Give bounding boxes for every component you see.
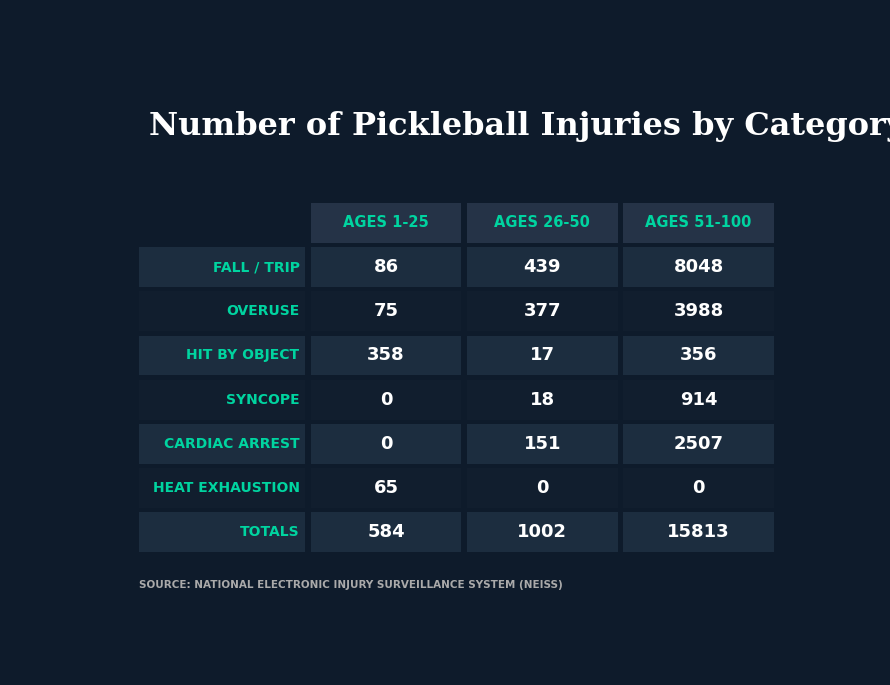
Text: 358: 358 (368, 347, 405, 364)
Text: FALL / TRIP: FALL / TRIP (213, 260, 300, 274)
FancyBboxPatch shape (311, 424, 461, 464)
Text: 377: 377 (523, 302, 561, 321)
Text: 0: 0 (692, 479, 705, 497)
Text: AGES 1-25: AGES 1-25 (344, 216, 429, 230)
Text: 151: 151 (523, 435, 561, 453)
Text: HIT BY OBJECT: HIT BY OBJECT (186, 349, 300, 362)
FancyBboxPatch shape (311, 247, 461, 287)
Text: SOURCE: NATIONAL ELECTRONIC INJURY SURVEILLANCE SYSTEM (NEISS): SOURCE: NATIONAL ELECTRONIC INJURY SURVE… (139, 580, 562, 590)
Text: 2507: 2507 (674, 435, 724, 453)
FancyBboxPatch shape (467, 291, 618, 332)
FancyBboxPatch shape (623, 203, 774, 243)
Text: 0: 0 (380, 435, 392, 453)
FancyBboxPatch shape (623, 247, 774, 287)
FancyBboxPatch shape (467, 336, 618, 375)
Text: SYNCOPE: SYNCOPE (226, 393, 300, 407)
FancyBboxPatch shape (139, 424, 305, 464)
Text: TOTALS: TOTALS (240, 525, 300, 539)
FancyBboxPatch shape (311, 203, 461, 243)
Text: Number of Pickleball Injuries by Category and Age: Number of Pickleball Injuries by Categor… (150, 111, 890, 142)
Text: 17: 17 (530, 347, 554, 364)
FancyBboxPatch shape (311, 468, 461, 508)
FancyBboxPatch shape (623, 379, 774, 420)
Text: 584: 584 (368, 523, 405, 541)
Text: CARDIAC ARREST: CARDIAC ARREST (164, 437, 300, 451)
Text: HEAT EXHAUSTION: HEAT EXHAUSTION (152, 481, 300, 495)
Text: 8048: 8048 (674, 258, 724, 276)
Text: 0: 0 (536, 479, 548, 497)
FancyBboxPatch shape (139, 336, 305, 375)
FancyBboxPatch shape (311, 336, 461, 375)
Text: AGES 51-100: AGES 51-100 (645, 216, 752, 230)
Text: 3988: 3988 (674, 302, 724, 321)
FancyBboxPatch shape (467, 379, 618, 420)
FancyBboxPatch shape (467, 512, 618, 552)
FancyBboxPatch shape (139, 291, 305, 332)
FancyBboxPatch shape (467, 468, 618, 508)
FancyBboxPatch shape (623, 424, 774, 464)
Text: OVERUSE: OVERUSE (226, 304, 300, 319)
FancyBboxPatch shape (623, 336, 774, 375)
Text: 86: 86 (374, 258, 399, 276)
Text: 18: 18 (530, 390, 554, 409)
Text: 75: 75 (374, 302, 399, 321)
Text: 15813: 15813 (668, 523, 730, 541)
FancyBboxPatch shape (467, 203, 618, 243)
FancyBboxPatch shape (139, 247, 305, 287)
Text: 439: 439 (523, 258, 561, 276)
Text: 1002: 1002 (517, 523, 567, 541)
FancyBboxPatch shape (311, 291, 461, 332)
Text: AGES 26-50: AGES 26-50 (495, 216, 590, 230)
FancyBboxPatch shape (311, 379, 461, 420)
FancyBboxPatch shape (467, 247, 618, 287)
FancyBboxPatch shape (139, 512, 305, 552)
Text: 65: 65 (374, 479, 399, 497)
FancyBboxPatch shape (623, 512, 774, 552)
Text: 0: 0 (380, 390, 392, 409)
FancyBboxPatch shape (139, 379, 305, 420)
FancyBboxPatch shape (311, 512, 461, 552)
Text: 914: 914 (680, 390, 717, 409)
Text: 356: 356 (680, 347, 717, 364)
FancyBboxPatch shape (139, 468, 305, 508)
FancyBboxPatch shape (467, 424, 618, 464)
FancyBboxPatch shape (623, 291, 774, 332)
FancyBboxPatch shape (623, 468, 774, 508)
